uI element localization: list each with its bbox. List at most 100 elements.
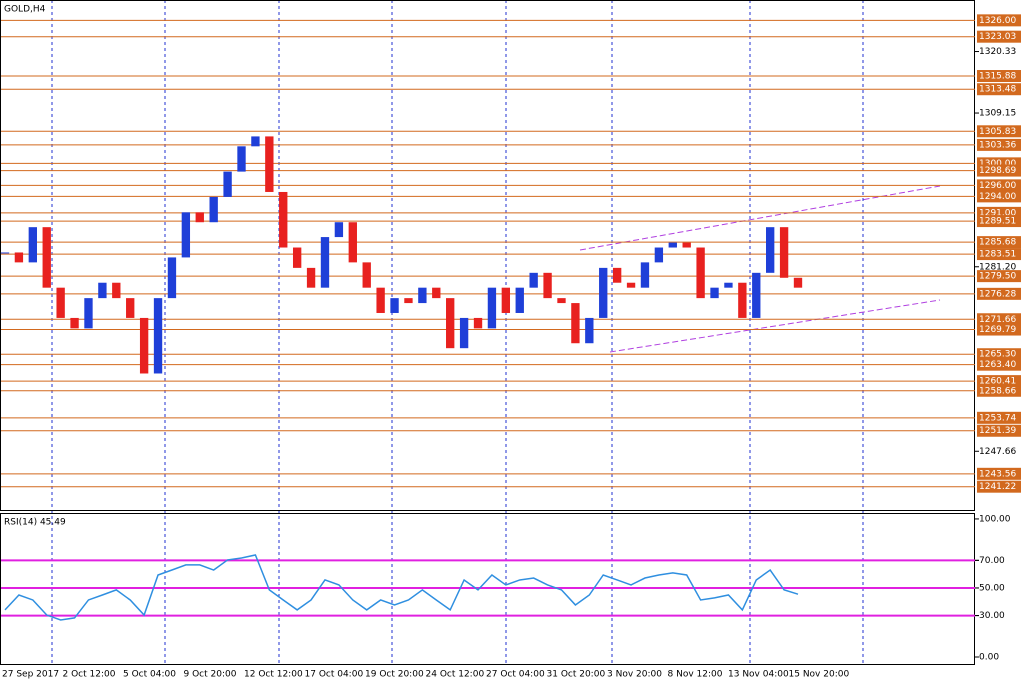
candle bbox=[557, 298, 566, 304]
level-label-box bbox=[977, 164, 1021, 177]
level-label: 1243.56 bbox=[979, 469, 1016, 479]
y-tick-label: 50.00 bbox=[979, 583, 1005, 593]
candle bbox=[320, 237, 330, 288]
candle bbox=[599, 267, 608, 318]
candle bbox=[334, 222, 344, 238]
level-label: 1271.66 bbox=[979, 315, 1016, 325]
candle bbox=[404, 298, 413, 304]
candle bbox=[223, 171, 232, 197]
level-label: 1305.83 bbox=[979, 127, 1016, 137]
level-label: 1303.36 bbox=[979, 140, 1016, 150]
candle bbox=[153, 298, 163, 374]
level-label-box bbox=[977, 424, 1021, 437]
level-label-box bbox=[977, 125, 1021, 138]
candle bbox=[626, 282, 636, 288]
level-label: 1326.00 bbox=[979, 16, 1016, 26]
x-tick-label: 3 Nov 20:00 bbox=[607, 670, 662, 680]
level-label-box bbox=[977, 83, 1021, 96]
candle bbox=[14, 252, 24, 263]
level-label-box bbox=[977, 348, 1021, 361]
y-tick-label: 1247.66 bbox=[979, 447, 1016, 457]
x-tick-label: 31 Oct 20:00 bbox=[547, 670, 606, 680]
level-label: 1251.39 bbox=[979, 426, 1016, 436]
level-label-box bbox=[977, 375, 1021, 388]
level-label-box bbox=[977, 215, 1021, 228]
level-label: 1296.00 bbox=[979, 181, 1016, 191]
candle bbox=[98, 282, 107, 299]
candle bbox=[612, 267, 622, 283]
time-grid bbox=[51, 0, 864, 665]
candle bbox=[390, 298, 399, 313]
level-label: 1298.69 bbox=[979, 166, 1016, 176]
x-tick-label: 13 Nov 04:00 bbox=[728, 670, 789, 680]
x-tick-label: 19 Oct 20:00 bbox=[365, 670, 424, 680]
level-label: 1283.51 bbox=[979, 250, 1016, 260]
candle bbox=[696, 247, 705, 299]
level-label: 1263.40 bbox=[979, 360, 1016, 370]
level-label-box bbox=[977, 358, 1021, 371]
channel-line bbox=[609, 299, 941, 353]
y-tick-label: 100.00 bbox=[979, 514, 1011, 524]
level-label-box bbox=[977, 30, 1021, 43]
level-label-box bbox=[977, 313, 1021, 326]
candle bbox=[571, 303, 580, 344]
y-tick-label: 30.00 bbox=[979, 611, 1005, 621]
level-label-box bbox=[977, 236, 1021, 249]
candle bbox=[376, 287, 385, 313]
x-tick-label: 17 Oct 04:00 bbox=[305, 670, 364, 680]
candle bbox=[70, 317, 79, 329]
level-label: 1258.66 bbox=[979, 386, 1016, 396]
candle bbox=[237, 146, 246, 172]
y-tick-label: 1281.20 bbox=[979, 262, 1016, 272]
level-label-box bbox=[977, 14, 1021, 27]
level-label-box bbox=[977, 287, 1021, 300]
candle bbox=[209, 196, 218, 223]
level-label-box bbox=[977, 323, 1021, 336]
rsi-panel-frame bbox=[0, 513, 975, 665]
main-panel-frame bbox=[0, 0, 975, 511]
candle bbox=[710, 287, 719, 299]
level-label: 1276.28 bbox=[979, 289, 1016, 299]
candle bbox=[418, 287, 427, 304]
candle bbox=[766, 227, 775, 273]
candle bbox=[84, 298, 93, 329]
level-label-box bbox=[977, 179, 1021, 192]
level-label: 1241.22 bbox=[979, 482, 1016, 492]
candle bbox=[779, 227, 789, 278]
level-label: 1279.50 bbox=[979, 272, 1016, 282]
x-tick-label: 15 Nov 20:00 bbox=[789, 670, 850, 680]
level-label-box bbox=[977, 190, 1021, 203]
level-label-box bbox=[977, 480, 1021, 493]
candle bbox=[167, 257, 177, 299]
candle bbox=[793, 277, 803, 288]
candle bbox=[752, 272, 761, 318]
candle bbox=[348, 222, 357, 263]
x-tick-label: 2 Oct 12:00 bbox=[63, 670, 116, 680]
y-tick-label: 0.00 bbox=[979, 652, 999, 662]
candle bbox=[112, 282, 121, 299]
candle bbox=[501, 287, 511, 313]
candle bbox=[362, 262, 371, 288]
candle bbox=[459, 317, 469, 349]
candle bbox=[251, 136, 260, 147]
level-label: 1294.00 bbox=[979, 192, 1016, 202]
candle bbox=[668, 242, 677, 248]
rsi-title: RSI(14) 45.49 bbox=[4, 518, 66, 528]
level-label-box bbox=[977, 138, 1021, 151]
candle bbox=[640, 262, 650, 288]
level-label: 1313.48 bbox=[979, 85, 1016, 95]
candle bbox=[585, 317, 594, 344]
candle bbox=[0, 252, 10, 254]
candle bbox=[515, 287, 524, 313]
rsi-line bbox=[4, 554, 799, 621]
level-label: 1323.03 bbox=[979, 32, 1016, 42]
candle bbox=[473, 317, 483, 329]
level-label-box bbox=[977, 248, 1021, 261]
candle bbox=[529, 272, 538, 288]
candle bbox=[126, 298, 135, 318]
level-label: 1291.00 bbox=[979, 208, 1016, 218]
level-label: 1300.00 bbox=[979, 159, 1016, 169]
candle bbox=[432, 287, 441, 299]
